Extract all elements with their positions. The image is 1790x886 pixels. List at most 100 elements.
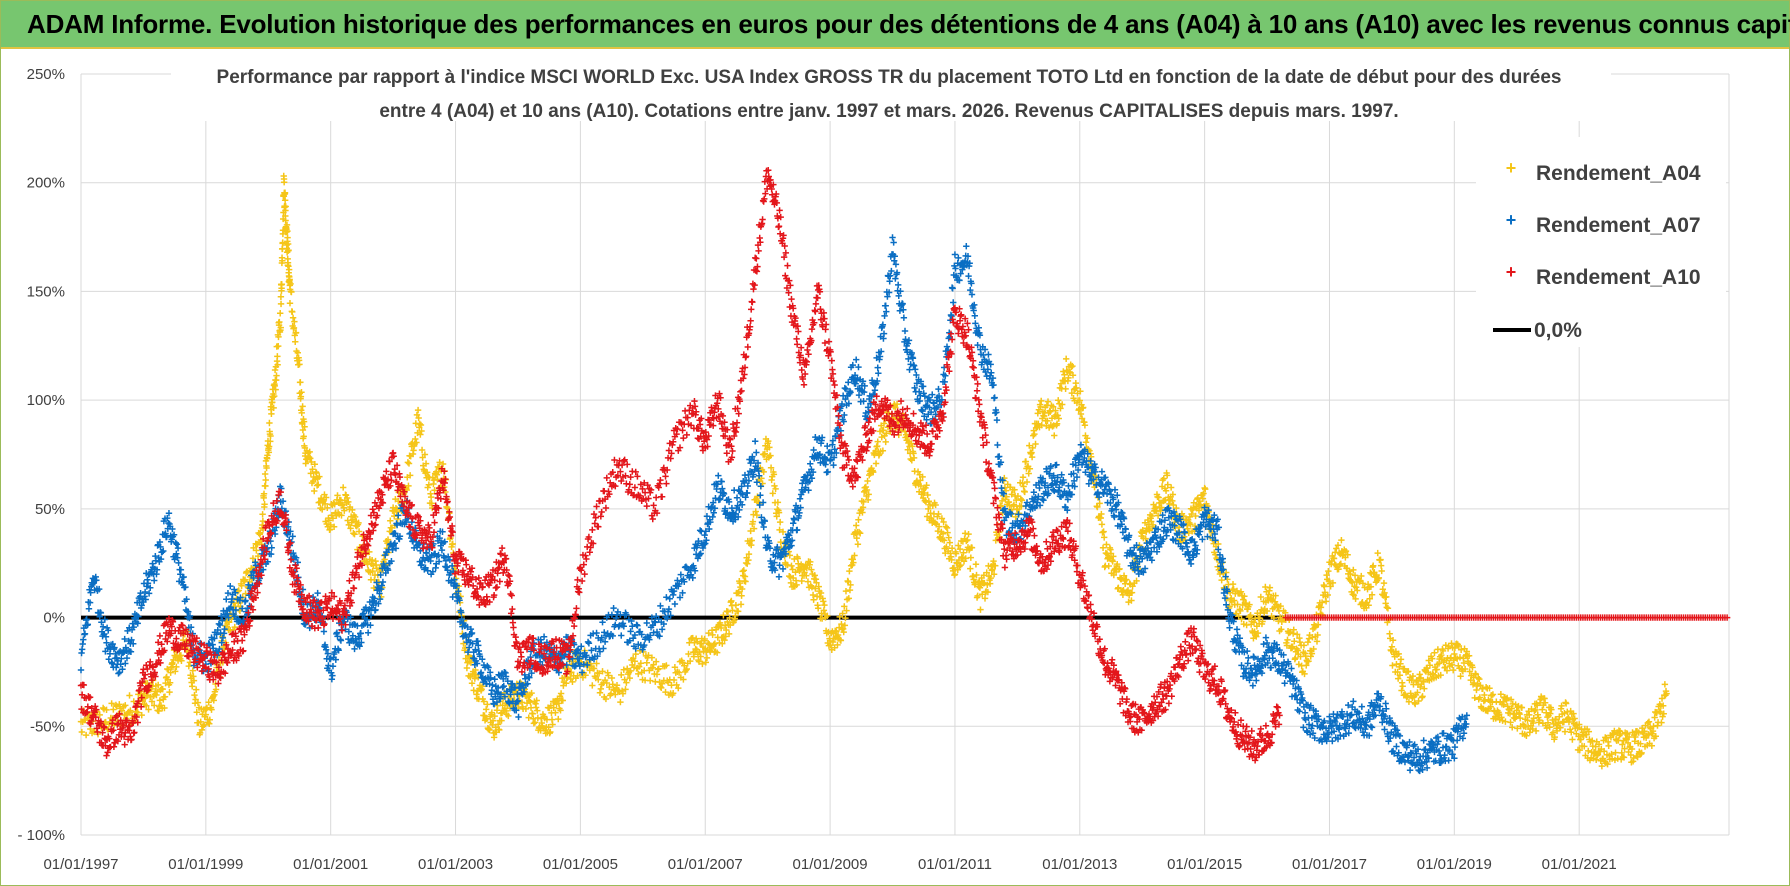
data-point-a04 — [649, 664, 656, 671]
data-point-a04 — [1062, 385, 1069, 393]
y-tick-label: 150% — [27, 283, 65, 300]
data-point-a04 — [1329, 579, 1337, 587]
data-point-a04 — [1022, 458, 1030, 465]
data-point-a04 — [268, 410, 275, 418]
data-point-a07 — [1226, 624, 1233, 631]
data-point-a04 — [272, 386, 279, 393]
data-point-a07 — [81, 630, 89, 637]
data-point-a04 — [286, 276, 293, 283]
data-point-a04 — [189, 667, 196, 674]
data-point-a04 — [177, 652, 185, 659]
data-point-a04 — [197, 718, 204, 726]
data-point-a04 — [343, 494, 351, 502]
data-point-a04 — [997, 503, 1005, 510]
data-point-a04 — [1337, 560, 1345, 568]
data-point-a04 — [1317, 604, 1325, 611]
data-point-a04 — [1013, 496, 1020, 504]
data-point-a04 — [697, 653, 704, 660]
data-point-a04 — [127, 707, 134, 714]
data-point-a04 — [1018, 497, 1026, 504]
data-point-a04 — [1401, 665, 1408, 673]
data-point-a04 — [811, 572, 818, 579]
data-point-a04 — [555, 715, 562, 723]
data-point-a07 — [993, 416, 1001, 424]
data-point-a04 — [151, 702, 158, 709]
data-point-a04 — [205, 699, 212, 706]
data-point-a04 — [505, 712, 512, 720]
data-point-a04 — [1053, 420, 1061, 427]
data-point-a07 — [715, 472, 722, 479]
data-point-a04 — [134, 709, 141, 716]
data-point-a07 — [807, 460, 814, 467]
data-point-a04 — [998, 497, 1006, 505]
data-point-a04 — [1551, 733, 1558, 741]
data-point-a04 — [968, 544, 976, 551]
data-point-a04 — [1192, 512, 1199, 520]
data-point-a04 — [793, 581, 800, 589]
data-point-a04 — [311, 461, 319, 468]
data-point-a04 — [166, 688, 173, 696]
data-point-a04 — [1557, 724, 1564, 731]
data-point-a04 — [935, 510, 942, 518]
data-point-a04 — [837, 637, 845, 644]
data-point-a04 — [284, 234, 291, 241]
data-point-a04 — [1455, 642, 1463, 650]
data-point-a04 — [405, 482, 412, 490]
data-point-a07 — [948, 312, 955, 320]
data-point-a04 — [874, 438, 881, 445]
data-point-a04 — [313, 482, 321, 489]
data-point-a04 — [1100, 534, 1108, 541]
data-point-a04 — [208, 706, 215, 713]
data-point-a07 — [671, 600, 679, 608]
data-point-a04 — [1368, 591, 1376, 598]
data-point-a04 — [266, 419, 273, 427]
y-tick-label: 100% — [27, 392, 65, 409]
data-point-a04 — [1324, 591, 1331, 599]
data-point-a04 — [1518, 704, 1526, 711]
data-point-a07 — [438, 546, 446, 554]
data-point-a07 — [943, 343, 951, 350]
data-point-a04 — [1547, 710, 1554, 717]
data-point-a07 — [972, 320, 979, 327]
data-point-a04 — [1025, 470, 1032, 477]
data-point-a04 — [602, 695, 610, 703]
data-point-a04 — [283, 221, 291, 229]
data-point-a04 — [670, 676, 678, 684]
data-point-a04 — [1379, 586, 1387, 593]
data-point-a04 — [193, 708, 200, 716]
data-point-a04 — [189, 683, 196, 690]
data-point-a04 — [1461, 665, 1469, 673]
data-point-a04 — [1504, 703, 1511, 710]
data-point-a04 — [1250, 619, 1258, 626]
data-point-a04 — [593, 660, 600, 667]
data-point-a04 — [1531, 707, 1538, 715]
data-point-a04 — [1457, 646, 1465, 653]
data-point-a04 — [1419, 693, 1426, 700]
data-point-a04 — [1029, 444, 1036, 452]
data-point-a04 — [1366, 595, 1373, 602]
data-point-a04 — [853, 534, 860, 542]
data-point-a04 — [315, 481, 322, 488]
data-point-a04 — [321, 500, 329, 508]
data-point-a04 — [1188, 510, 1195, 518]
data-point-a04 — [284, 240, 292, 248]
data-point-a04 — [829, 638, 837, 646]
data-point-a04 — [680, 676, 687, 683]
data-point-a04 — [1230, 585, 1237, 593]
data-point-a04 — [276, 318, 283, 326]
data-point-a04 — [545, 724, 552, 731]
data-point-a04 — [957, 561, 964, 569]
data-point-a04 — [784, 561, 791, 569]
data-point-a04 — [1128, 589, 1136, 596]
data-point-a04 — [1523, 732, 1530, 739]
data-point-a04 — [1099, 544, 1107, 551]
data-point-a07 — [1281, 680, 1288, 687]
data-point-a04 — [1259, 618, 1266, 625]
data-point-a04 — [963, 537, 970, 545]
data-point-a04 — [1539, 706, 1546, 713]
data-point-a04 — [841, 622, 849, 629]
data-point-a04 — [1536, 716, 1543, 724]
data-point-a04 — [210, 697, 217, 704]
data-point-a04 — [907, 455, 914, 463]
data-point-a04 — [1549, 729, 1557, 736]
